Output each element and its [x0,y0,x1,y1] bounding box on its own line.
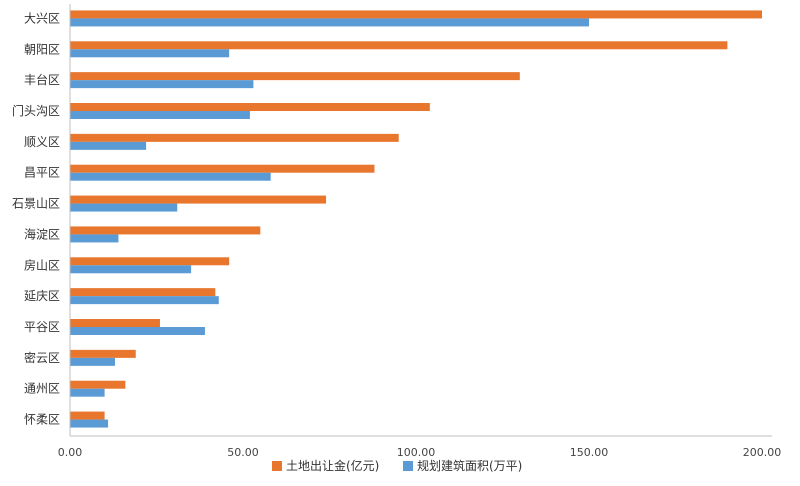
bar-land-revenue-13 [70,411,105,420]
bar-building-area-7 [70,234,119,243]
category-label: 昌平区 [24,166,60,180]
category-label: 房山区 [24,257,60,272]
category-label: 大兴区 [24,11,60,25]
category-label: 海淀区 [24,226,60,241]
bar-building-area-8 [70,265,192,274]
bar-land-revenue-7 [70,226,261,235]
bar-building-area-1 [70,49,230,58]
bar-land-revenue-2 [70,72,520,81]
x-tick-label: 100.00 [397,446,436,459]
bar-building-area-12 [70,388,105,397]
bar-building-area-6 [70,203,178,212]
category-label: 密云区 [24,350,60,365]
bar-land-revenue-11 [70,349,136,358]
bar-land-revenue-3 [70,103,430,111]
bar-land-revenue-5 [70,164,375,173]
bar-building-area-3 [70,111,250,119]
bar-building-area-0 [70,18,589,27]
bar-building-area-13 [70,419,109,428]
category-label: 石景山区 [12,197,60,211]
bar-land-revenue-0 [70,10,762,19]
legend-label-building-area: 规划建筑面积(万平) [417,458,522,473]
bar-building-area-11 [70,357,115,366]
bar-building-area-9 [70,296,219,305]
category-labels: 大兴区朝阳区丰台区门头沟区顺义区昌平区石景山区海淀区房山区延庆区平谷区密云区通州… [12,11,60,426]
category-label: 怀柔区 [24,413,60,427]
bar-land-revenue-1 [70,41,728,50]
category-label: 丰台区 [24,72,60,87]
category-label: 延庆区 [24,289,60,303]
bar-land-revenue-12 [70,380,126,389]
category-label: 门头沟区 [12,103,60,118]
bars-layer [70,10,762,428]
bar-building-area-5 [70,172,271,181]
legend-swatch-building-area [403,461,413,471]
bar-building-area-2 [70,80,254,89]
bar-building-area-4 [70,141,147,150]
category-label: 朝阳区 [24,42,60,56]
legend-swatch-land-revenue [272,461,282,471]
x-tick-label: 0.00 [58,446,83,459]
bar-land-revenue-9 [70,288,216,297]
bar-land-revenue-4 [70,133,399,142]
bar-land-revenue-8 [70,257,230,266]
category-label: 平谷区 [24,320,60,334]
x-tick-label: 150.00 [570,446,609,459]
category-label: 顺义区 [24,135,60,149]
legend-label-land-revenue: 土地出让金(亿元) [286,458,379,473]
bar-building-area-10 [70,327,205,335]
bar-land-revenue-10 [70,319,160,327]
category-label: 通州区 [24,382,60,396]
x-tick-label: 200.00 [743,446,782,459]
x-tick-labels: 0.00 50.00 100.00 150.00 200.00 [58,446,782,459]
x-tick-label: 50.00 [227,446,259,459]
legend: 土地出让金(亿元) 规划建筑面积(万平) [272,458,522,473]
bar-land-revenue-6 [70,195,327,204]
